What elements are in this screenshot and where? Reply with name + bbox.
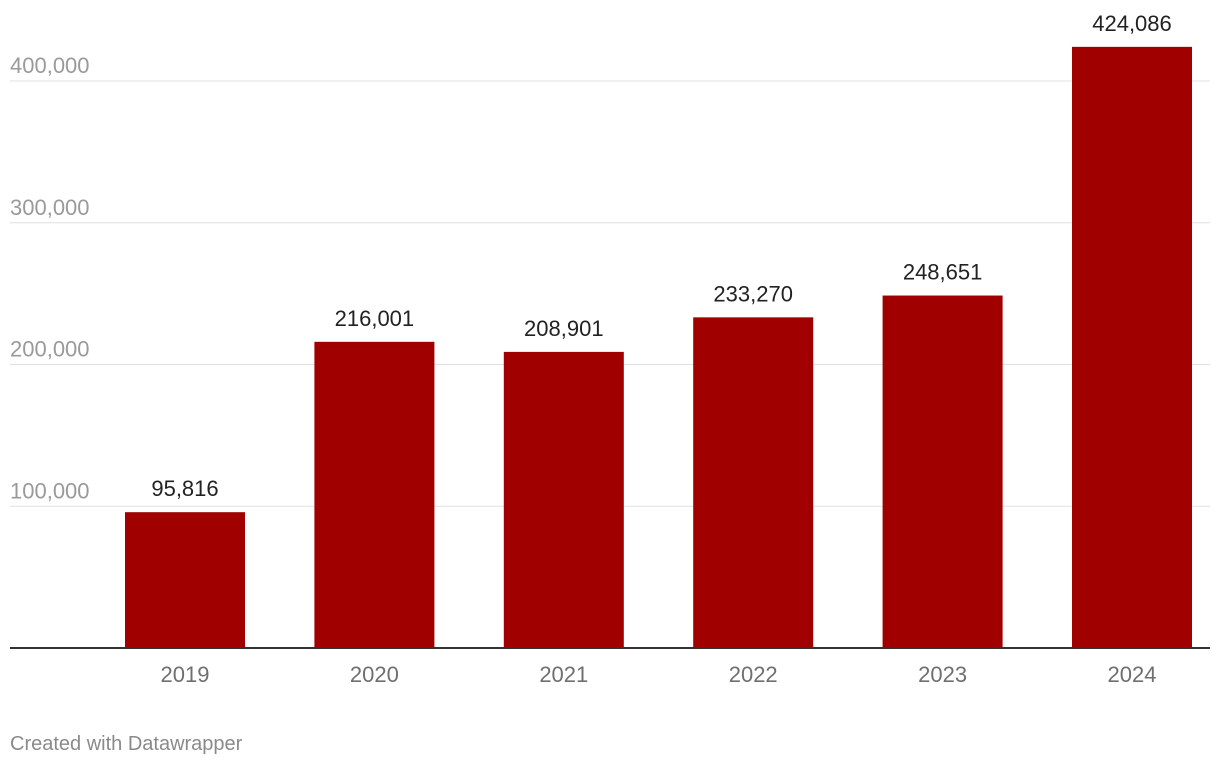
- value-label: 233,270: [713, 281, 793, 306]
- value-label: 424,086: [1092, 11, 1172, 36]
- bar: [503, 351, 624, 648]
- value-label: 216,001: [335, 306, 415, 331]
- value-label: 248,651: [903, 260, 983, 285]
- x-tick-label: 2022: [729, 662, 778, 687]
- bar-chart: 100,000 200,000 300,000 400,000 95,816 2019 21…: [10, 11, 1210, 687]
- bar: [882, 295, 1003, 648]
- y-tick-label: 300,000: [10, 195, 90, 220]
- y-tick-label: 200,000: [10, 337, 90, 362]
- y-tick-label: 100,000: [10, 478, 90, 503]
- bar: [693, 317, 814, 648]
- labels-layer: 100,000 200,000 300,000 400,000 95,816 2019 21…: [10, 11, 1172, 687]
- bar: [1072, 46, 1192, 648]
- bar: [314, 341, 435, 648]
- y-tick-label: 400,000: [10, 53, 90, 78]
- chart-credit: Created with Datawrapper: [10, 733, 243, 755]
- value-label: 208,901: [524, 316, 604, 341]
- value-label: 95,816: [151, 476, 218, 501]
- x-tick-label: 2021: [539, 662, 588, 687]
- bar: [125, 512, 245, 648]
- x-tick-label: 2019: [161, 662, 210, 687]
- x-tick-label: 2020: [350, 662, 399, 687]
- x-tick-label: 2023: [918, 662, 967, 687]
- x-tick-label: 2024: [1108, 662, 1157, 687]
- bars-layer: [125, 46, 1192, 648]
